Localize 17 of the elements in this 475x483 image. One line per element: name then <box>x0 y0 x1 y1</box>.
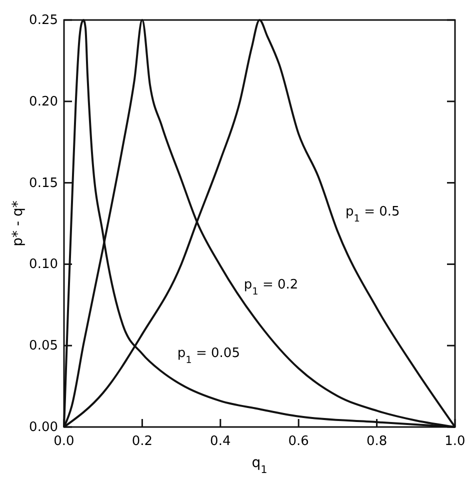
y-tick-label: 0.20 <box>29 94 58 110</box>
x-tick-label: 0.8 <box>366 434 388 449</box>
annotation: p$_{1}$ = 0.5 <box>346 204 400 224</box>
y-tick-label: 0.25 <box>29 13 58 28</box>
annotation: p$_{1}$ = 0.2 <box>244 278 298 298</box>
x-tick-label: 0.6 <box>288 434 309 449</box>
y-axis-title: p* - q* <box>10 200 26 246</box>
x-axis-title: q$_{1}$ <box>252 455 268 476</box>
x-tick-label: 0.2 <box>132 434 153 449</box>
annotation: p$_{1}$ = 0.05 <box>177 346 240 366</box>
x-tick-label: 1.0 <box>444 434 466 449</box>
y-tick-label: 0.15 <box>29 176 58 191</box>
y-tick-label: 0.10 <box>29 257 58 272</box>
x-tick-label: 0.0 <box>54 434 74 449</box>
y-tick-label: 0.00 <box>29 420 58 435</box>
y-tick-label: 0.05 <box>29 338 58 354</box>
x-tick-label: 0.4 <box>210 434 231 449</box>
